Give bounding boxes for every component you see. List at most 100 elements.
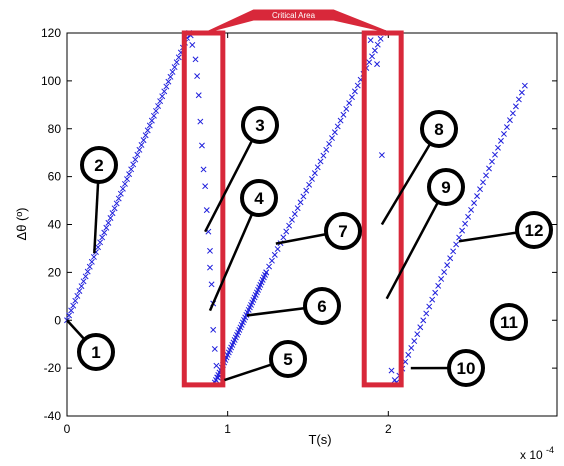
data-point (423, 310, 430, 317)
data-point (119, 185, 126, 192)
data-point (426, 303, 433, 310)
data-point (435, 282, 442, 289)
data-point (314, 164, 321, 171)
data-point (161, 88, 168, 95)
critical-area-banner: Critical Area (204, 9, 392, 34)
data-point (134, 151, 141, 158)
callout-leader (204, 124, 262, 233)
callout-number: 7 (338, 222, 347, 241)
callout-circle (490, 303, 528, 341)
callout-circle (269, 340, 307, 378)
data-point (291, 211, 298, 217)
data-point (453, 241, 460, 248)
data-point (329, 135, 335, 142)
data-point (202, 183, 209, 190)
data-point (512, 103, 519, 110)
data-point (521, 82, 528, 89)
banner-shape (204, 9, 392, 34)
data-point (411, 338, 418, 345)
data-point (99, 234, 106, 241)
data-point (105, 219, 112, 226)
data-point (103, 224, 110, 231)
data-point (495, 144, 501, 151)
data-point (343, 105, 350, 112)
data-point (283, 228, 290, 235)
data-point (66, 312, 73, 319)
data-point (444, 262, 451, 269)
data-point (132, 156, 139, 163)
data-point (432, 289, 439, 296)
data-point (323, 146, 330, 153)
data-point (155, 103, 162, 109)
critical-area-box (361, 30, 404, 388)
data-point (492, 151, 498, 158)
callout-number: 5 (283, 350, 292, 369)
data-point (210, 326, 217, 333)
data-point (78, 283, 85, 290)
data-point (153, 107, 159, 114)
data-point (366, 59, 373, 66)
data-point (148, 117, 155, 124)
data-point (107, 215, 114, 221)
callout-number: 3 (255, 116, 264, 135)
data-point (438, 275, 445, 282)
y-tick-label: 120 (41, 26, 61, 40)
y-tick-label: 60 (48, 170, 62, 184)
callout-number: 8 (434, 120, 443, 139)
data-point (334, 123, 341, 130)
data-point (509, 110, 516, 117)
data-point (414, 331, 421, 338)
data-point (138, 142, 145, 148)
y-axis-label: Δθ (º) (14, 208, 29, 241)
data-point (480, 179, 486, 186)
data-point (113, 200, 120, 207)
data-point (159, 93, 166, 100)
data-point (271, 251, 278, 258)
data-point (203, 207, 210, 214)
x-axis-exponent-power: -4 (546, 445, 554, 455)
data-point (477, 186, 483, 193)
data-point (377, 35, 384, 42)
data-point (378, 152, 385, 159)
data-point (150, 112, 157, 119)
data-point (459, 227, 466, 234)
data-point (76, 288, 83, 294)
data-point (95, 244, 101, 251)
data-point (303, 187, 310, 194)
data-point (189, 42, 196, 48)
data-point (88, 258, 95, 265)
data-point (175, 54, 182, 61)
callout-number: 1 (91, 343, 100, 362)
data-point (195, 92, 202, 99)
data-point (337, 117, 344, 124)
x-tick-label: 1 (224, 422, 231, 436)
data-point (171, 64, 178, 71)
data-point (192, 56, 199, 63)
data-point (462, 220, 469, 227)
data-point (447, 255, 454, 262)
data-point (200, 166, 207, 173)
data-point (515, 96, 522, 103)
callout-circle (447, 349, 485, 387)
data-point (518, 89, 525, 96)
x-tick-label: 0 (64, 422, 71, 436)
data-point (72, 297, 79, 304)
data-point (169, 68, 176, 75)
callout-number: 4 (254, 189, 264, 208)
y-tick-label: 20 (48, 265, 62, 279)
data-point (289, 216, 295, 223)
data-point (471, 200, 478, 206)
data-point (211, 346, 218, 352)
data-point (286, 222, 293, 229)
y-tick-label: -20 (44, 361, 62, 375)
callout-circle (240, 179, 278, 217)
data-point (294, 205, 301, 212)
data-point (142, 132, 149, 139)
data-point (311, 170, 318, 177)
critical-area-boxes (181, 30, 404, 388)
data-point (207, 247, 213, 254)
data-point (297, 199, 304, 206)
data-point (130, 161, 137, 168)
